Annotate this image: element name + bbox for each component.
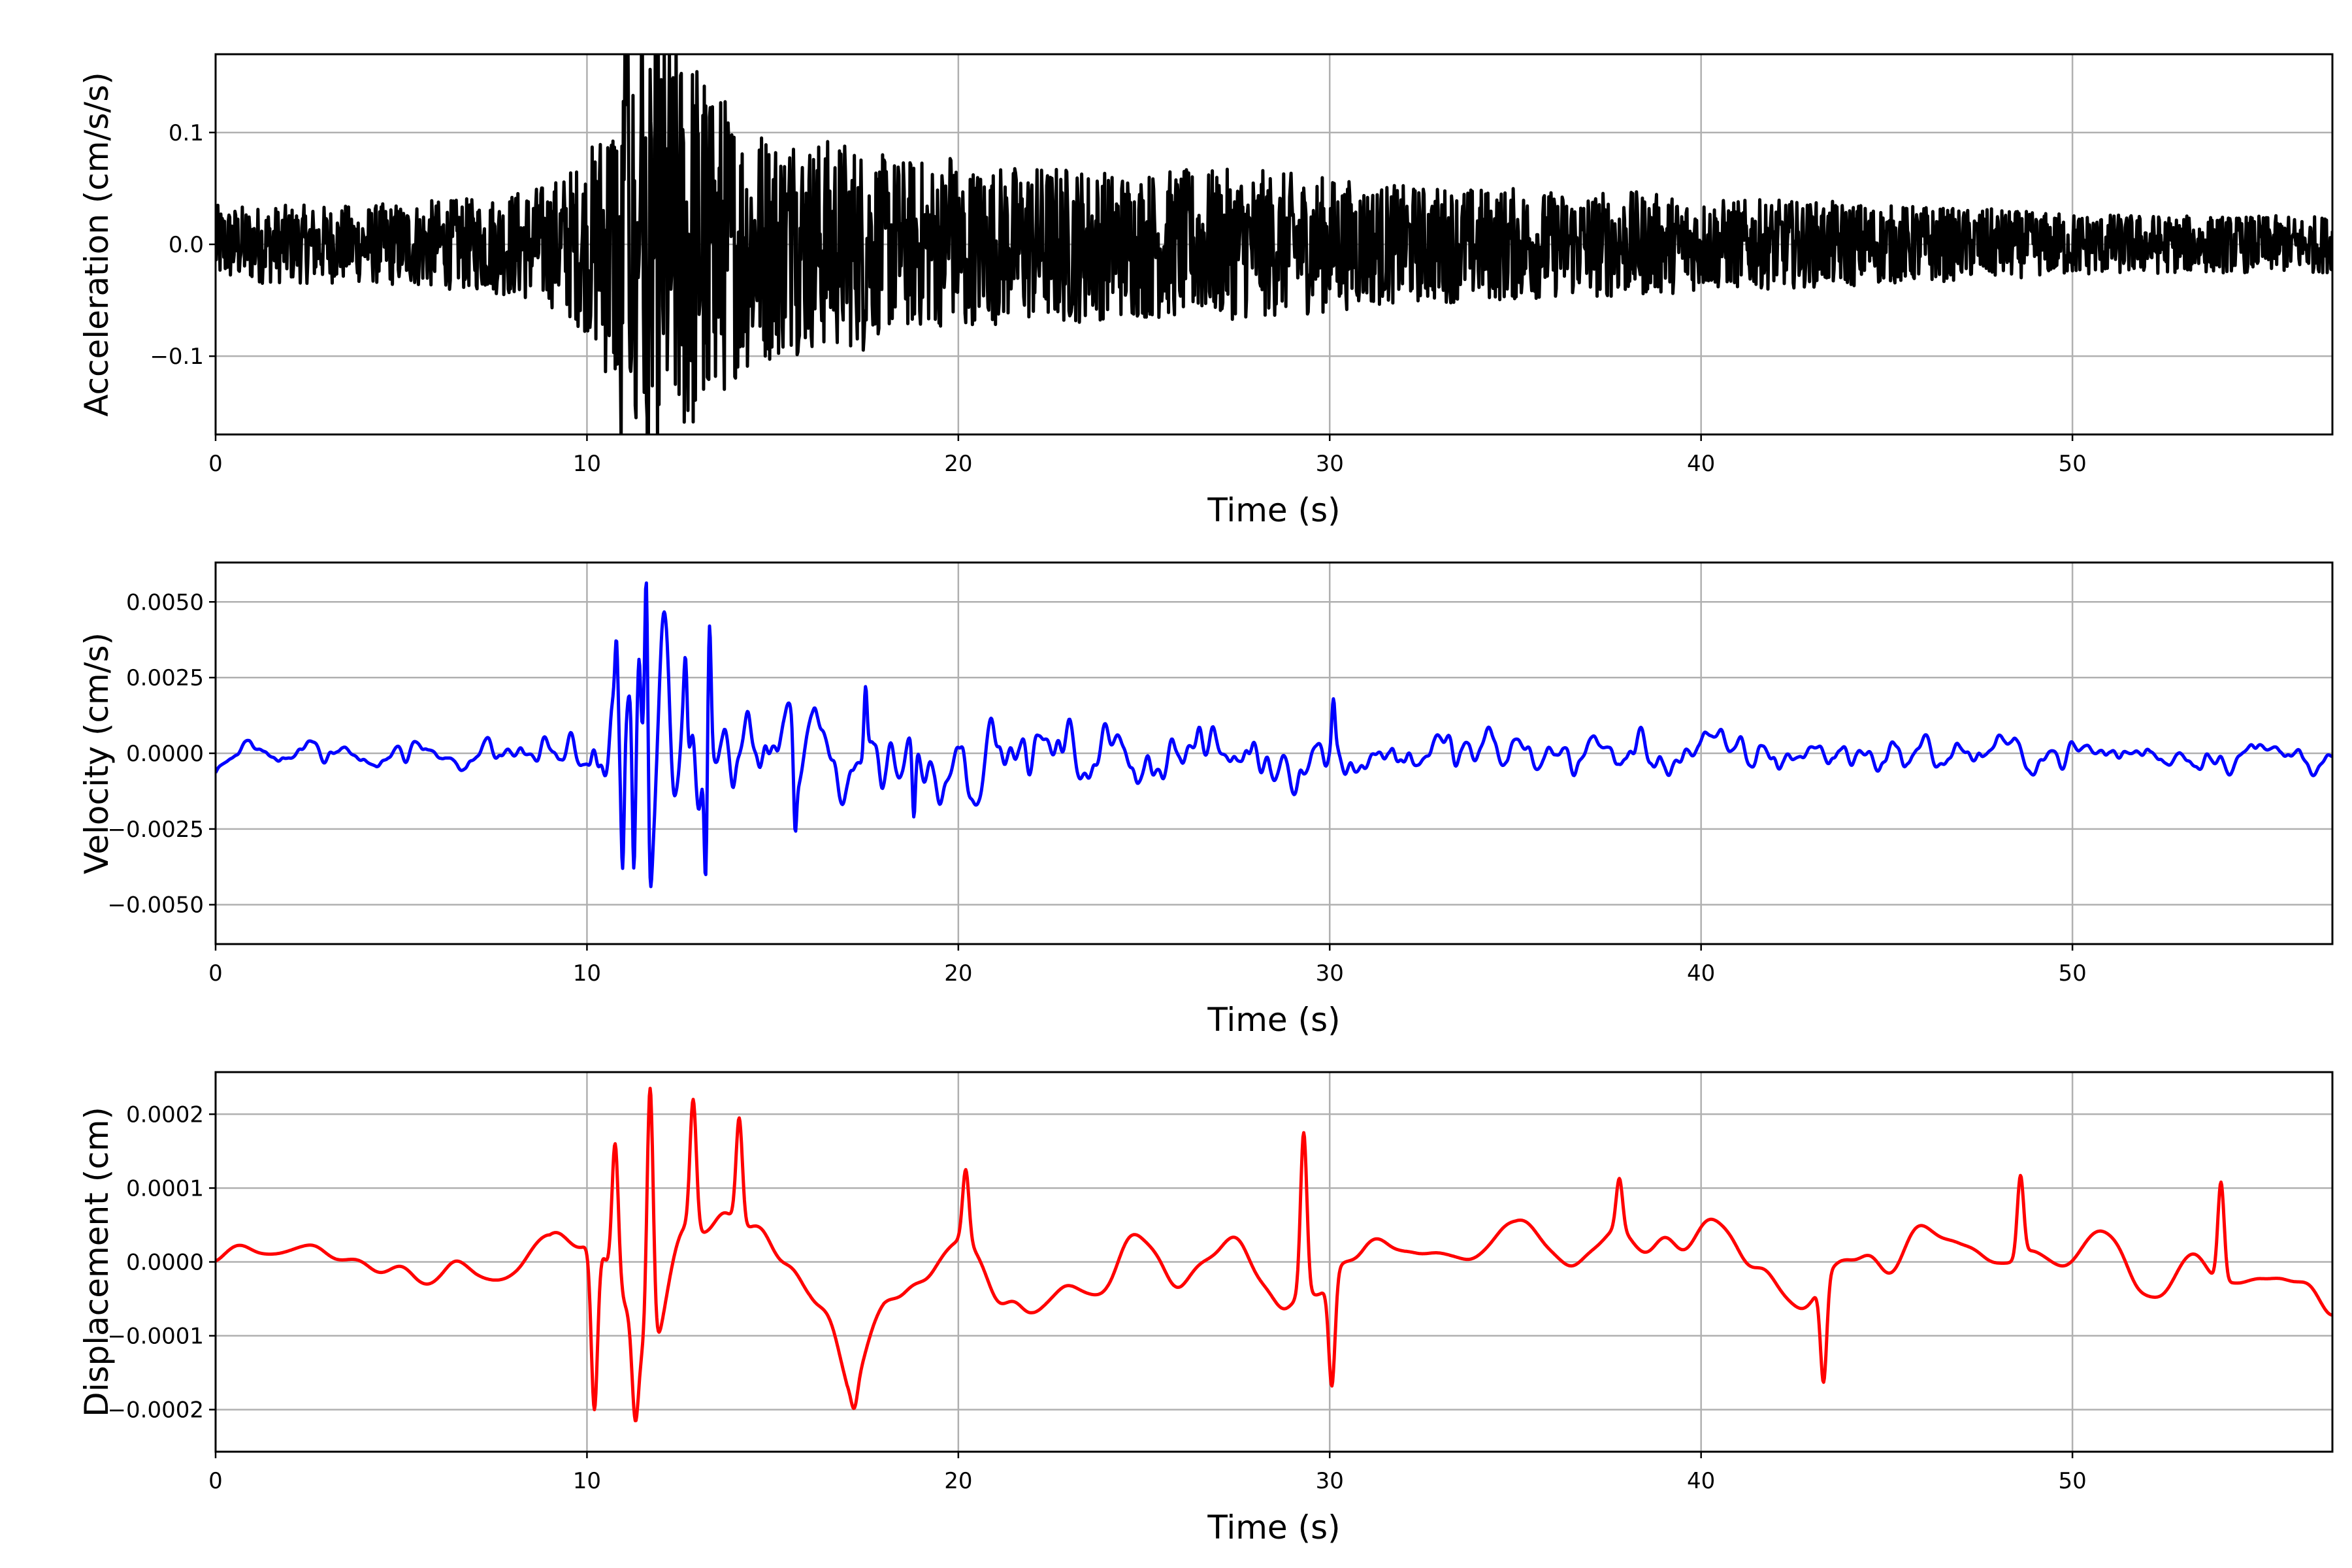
displacement-series-line (216, 1086, 2332, 1422)
y-tick-label: 0.0025 (126, 665, 204, 691)
acceleration-series-line (216, 54, 2332, 434)
x-tick-label: 40 (1687, 451, 1715, 477)
y-tick-label: −0.0050 (108, 892, 204, 919)
velocity-panel: 0 10 20 30 40 50 0.0050 0.0025 0.0000 −0.0025 −0.0… (78, 561, 2334, 1039)
y-axis-label: Displacement (cm) (78, 1107, 116, 1417)
y-tick-label: −0.0001 (108, 1324, 204, 1350)
x-tick-label: 30 (1316, 1468, 1344, 1494)
x-tick-label: 20 (944, 960, 972, 987)
x-tick-label: 10 (573, 451, 601, 477)
y-tick-label: 0.0002 (126, 1102, 204, 1128)
x-tick-label: 0 (208, 1468, 223, 1494)
x-tick-label: 10 (573, 1468, 601, 1494)
y-axis-label: Velocity (cm/s) (78, 632, 116, 874)
x-tick-label: 50 (2058, 451, 2086, 477)
y-axis-label: Acceleration (cm/s/s) (78, 72, 116, 417)
y-tick-label: −0.0002 (108, 1397, 204, 1424)
y-tick-label: −0.0025 (108, 817, 204, 843)
x-tick-label: 20 (944, 1468, 972, 1494)
x-tick-label: 40 (1687, 960, 1715, 987)
y-tick-label: 0.0050 (126, 589, 204, 615)
acceleration-panel: 0 10 20 30 40 50 0.1 0.0 −0.1 Time (s) Acceleratio… (78, 53, 2334, 529)
x-tick-label: 0 (208, 451, 223, 477)
y-tick-label: 0.1 (169, 120, 204, 146)
x-tick-label: 50 (2058, 1468, 2086, 1494)
x-axis-label: Time (s) (1207, 491, 1340, 529)
x-axis-label: Time (s) (1207, 1509, 1340, 1546)
x-tick-label: 20 (944, 451, 972, 477)
x-tick-label: 40 (1687, 1468, 1715, 1494)
x-tick-label: 30 (1316, 960, 1344, 987)
y-tick-label: 0.0000 (126, 1250, 204, 1276)
x-axis-label: Time (s) (1207, 1001, 1340, 1039)
x-tick-label: 10 (573, 960, 601, 987)
x-tick-label: 0 (208, 960, 223, 987)
y-tick-label: 0.0000 (126, 741, 204, 767)
y-tick-label: 0.0001 (126, 1175, 204, 1201)
x-tick-label: 30 (1316, 451, 1344, 477)
y-tick-label: −0.1 (150, 344, 204, 370)
displacement-panel: 0 10 20 30 40 50 0.0002 0.0001 0.0000 −0.0001 −0.0… (78, 1071, 2334, 1546)
x-tick-label: 50 (2058, 960, 2086, 987)
velocity-series-line (216, 581, 2332, 889)
y-tick-label: 0.0 (169, 232, 204, 258)
